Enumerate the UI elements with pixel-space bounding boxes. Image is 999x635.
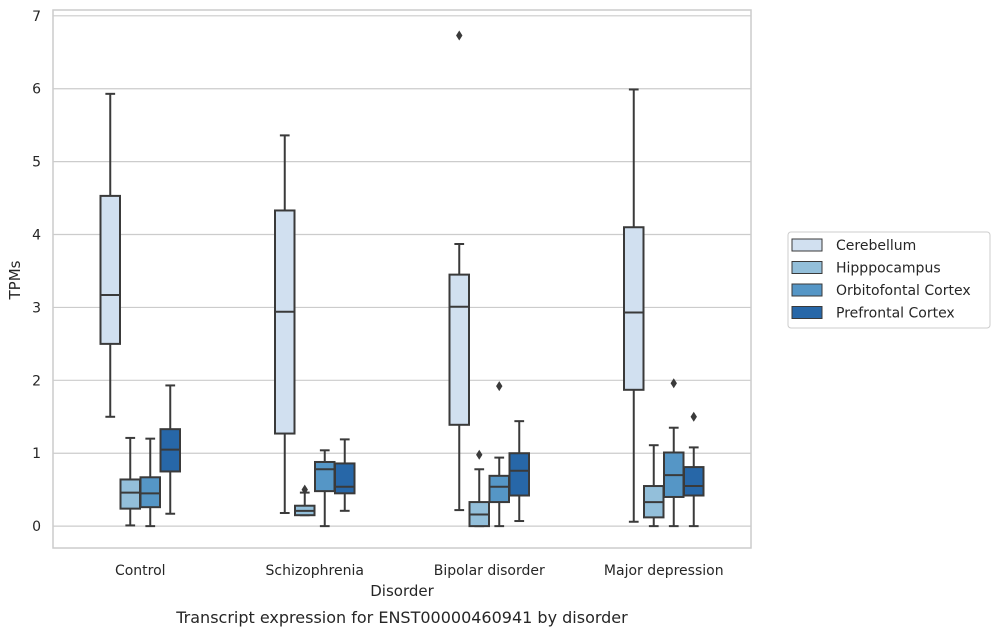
legend-frame	[787, 231, 991, 329]
outlier-point	[476, 449, 483, 460]
box-orbitofontal-cortex	[663, 378, 685, 528]
y-axis-label: TPMs	[6, 260, 24, 300]
x-axis-ticks: Control Schizophrenia Bipolar disorder Majo…	[115, 563, 724, 579]
outlier-point	[301, 484, 308, 495]
legend-label: Hipppocampus	[836, 261, 941, 277]
box-hipppocampus	[468, 449, 490, 528]
legend-label: Prefrontal Cortex	[836, 306, 955, 322]
legend-item: Prefrontal Cortex	[791, 306, 955, 322]
x-axis-label: Disorder	[370, 582, 434, 600]
y-tick-label: 2	[32, 373, 41, 389]
x-tick-label: Major depression	[604, 563, 724, 579]
box-body	[683, 466, 705, 497]
box-body	[99, 194, 121, 345]
y-tick-label: 7	[32, 9, 41, 25]
legend-swatch	[791, 261, 823, 274]
y-tick-label: 1	[32, 446, 41, 462]
legend-items: Cerebellum Hipppocampus Orbitofontal Corte…	[791, 238, 971, 322]
box-orbitofontal-cortex	[139, 437, 161, 528]
box-plot-area	[99, 30, 705, 528]
y-tick-label: 6	[32, 82, 41, 98]
box-prefrontal-cortex	[508, 420, 530, 523]
outlier-point	[690, 411, 697, 422]
plot-frame	[52, 9, 752, 549]
box-cerebellum	[448, 30, 470, 512]
y-tick-label: 4	[32, 228, 41, 244]
x-tick-label: Schizophrenia	[266, 563, 364, 579]
x-tick-label: Control	[115, 563, 166, 579]
box-hipppocampus	[643, 444, 665, 528]
legend-label: Cerebellum	[836, 238, 916, 254]
box-body	[314, 460, 336, 493]
y-axis-ticks: 0 1 2 3 4 5 6 7	[32, 9, 41, 535]
box-hipppocampus	[119, 436, 141, 527]
box-cerebellum	[623, 88, 645, 523]
box-body	[334, 462, 356, 495]
outlier-point	[670, 378, 677, 389]
box-prefrontal-cortex	[159, 384, 181, 515]
y-tick-label: 5	[32, 155, 41, 171]
y-tick-label: 0	[32, 519, 41, 535]
legend: Cerebellum Hipppocampus Orbitofontal Corte…	[787, 231, 991, 329]
box-body	[508, 452, 530, 497]
outlier-point	[496, 381, 503, 392]
x-tick-label: Bipolar disorder	[434, 563, 545, 579]
box-cerebellum	[274, 134, 296, 515]
box-body	[139, 476, 161, 509]
y-tick-label: 3	[32, 300, 41, 316]
legend-item: Hipppocampus	[791, 261, 941, 277]
box-prefrontal-cortex	[334, 438, 356, 512]
box-body	[448, 273, 470, 426]
box-body	[488, 474, 510, 504]
chart-caption: Transcript expression for ENST0000046094…	[175, 608, 628, 627]
legend-swatch	[791, 283, 823, 297]
legend-swatch	[791, 306, 823, 319]
box-body	[119, 478, 141, 510]
box-orbitofontal-cortex	[488, 381, 510, 528]
gridlines	[53, 15, 751, 527]
box-prefrontal-cortex	[683, 411, 705, 528]
box-cerebellum	[99, 92, 121, 418]
box-body	[274, 209, 296, 435]
legend-item: Orbitofontal Cortex	[791, 283, 971, 299]
legend-label: Orbitofontal Cortex	[836, 283, 971, 299]
legend-item: Cerebellum	[791, 238, 916, 254]
outlier-point	[456, 30, 463, 41]
box-body	[623, 226, 645, 391]
box-orbitofontal-cortex	[314, 449, 336, 528]
legend-swatch	[791, 238, 823, 252]
box-hipppocampus	[294, 484, 316, 517]
